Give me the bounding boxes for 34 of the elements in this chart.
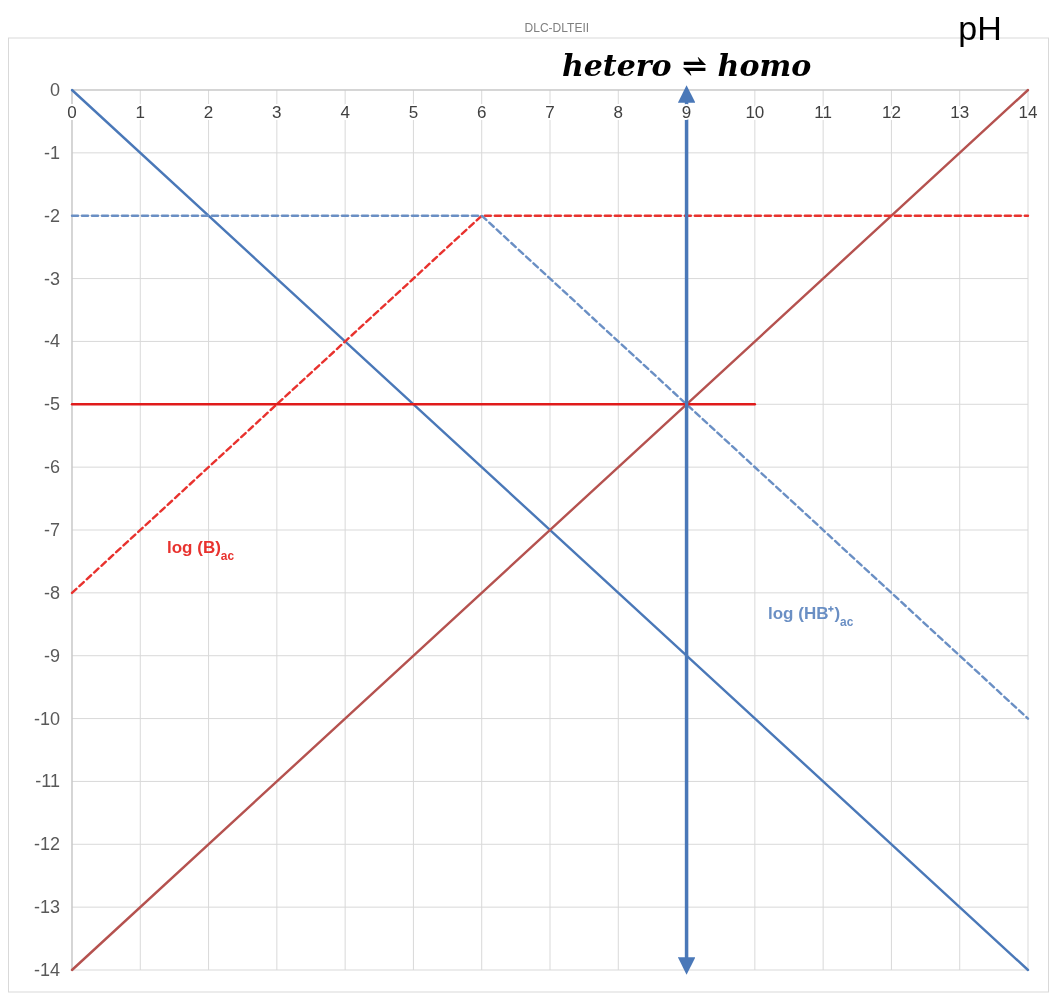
series-label: log (B)$_{ac}$ xyxy=(167,537,235,563)
y-tick-label: -14 xyxy=(33,960,60,980)
x-tick-label: 2 xyxy=(203,103,214,122)
x-tick-label: 3 xyxy=(272,103,282,122)
y-tick-label: -6 xyxy=(43,457,60,478)
x-tick-label: 1 xyxy=(135,103,146,122)
x-tick-label: 13 xyxy=(950,103,970,122)
y-tick-label: -3 xyxy=(43,268,60,289)
y-tick-label: -1 xyxy=(43,142,60,163)
x-tick-label: 14 xyxy=(1018,103,1038,122)
y-tick-label: -8 xyxy=(43,582,60,603)
x-tick-label: 5 xyxy=(408,103,419,122)
x-tick-label: 11 xyxy=(814,103,832,122)
y-tick-label: -13 xyxy=(33,897,60,918)
y-tick-label: -2 xyxy=(43,205,60,226)
x-tick-label: 10 xyxy=(745,103,765,122)
y-tick-label: -5 xyxy=(43,394,60,415)
x-tick-label: 0 xyxy=(67,103,77,122)
x-tick-label: 12 xyxy=(881,103,901,122)
y-tick-label: -12 xyxy=(33,834,60,855)
y-tick-label: -10 xyxy=(33,708,60,729)
y-tick-label: -11 xyxy=(35,771,60,792)
x-tick-label: 6 xyxy=(476,103,487,122)
chart-title: hetero ⇌ homo xyxy=(561,48,812,83)
x-tick-label: 7 xyxy=(545,103,555,122)
x-tick-label: 4 xyxy=(340,103,350,122)
y-tick-label: -4 xyxy=(43,331,60,352)
y-tick-label: -9 xyxy=(43,645,60,666)
text: DLC-DLTEII xyxy=(524,21,590,35)
x-axis-title: pH xyxy=(958,9,1002,47)
y-tick-label: -7 xyxy=(43,520,60,540)
series-label: log (HB⁺)$_{ac}$ xyxy=(768,603,854,629)
y-tick-label: 0 xyxy=(49,80,60,100)
x-tick-label: 8 xyxy=(613,103,624,122)
